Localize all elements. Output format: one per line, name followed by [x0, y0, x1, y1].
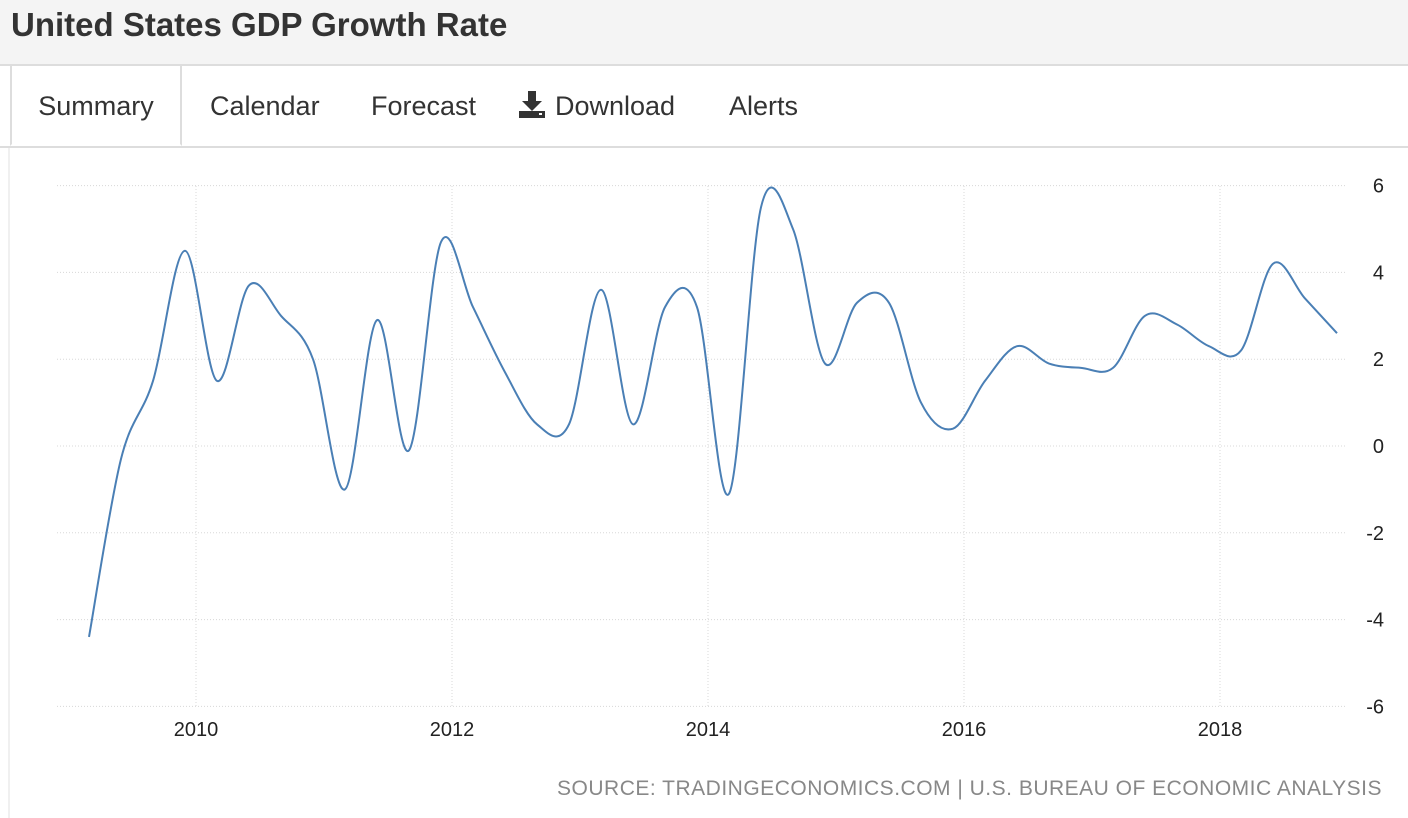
page-title: United States GDP Growth Rate: [11, 6, 508, 43]
y-tick-label: 0: [1373, 436, 1384, 458]
y-tick-label: -4: [1366, 610, 1384, 632]
x-tick-label: 2016: [942, 719, 987, 741]
y-tick-label: 2: [1373, 349, 1384, 371]
tab-bar: Summary Calendar Forecast Download Alert…: [0, 66, 1408, 148]
tab-label: Forecast: [371, 91, 477, 121]
tab-label: Download: [555, 91, 676, 121]
download-icon: [519, 90, 545, 118]
y-axis: 6 4 2 0 -2 -4 -6: [1366, 176, 1384, 719]
series-line-gdp-growth: [88, 186, 1338, 638]
x-tick-label: 2018: [1198, 719, 1243, 741]
tab-label: Alerts: [729, 91, 799, 121]
x-tick-label: 2014: [686, 719, 731, 741]
tab-calendar[interactable]: Calendar: [210, 66, 320, 146]
panel-border: [8, 148, 10, 818]
y-tick-label: -2: [1366, 523, 1384, 545]
y-tick-label: 6: [1373, 176, 1384, 198]
y-tick-label: 4: [1373, 262, 1384, 284]
grid: [57, 185, 1345, 707]
tab-label: Summary: [38, 91, 154, 121]
tab-alerts[interactable]: Alerts: [729, 66, 798, 146]
x-tick-label: 2010: [174, 719, 219, 741]
x-tick-label: 2012: [430, 719, 475, 741]
tab-label: Calendar: [210, 91, 320, 121]
tab-summary[interactable]: Summary: [10, 66, 182, 146]
page-header: United States GDP Growth Rate: [0, 0, 1408, 66]
tab-forecast[interactable]: Forecast: [371, 66, 476, 146]
tab-download[interactable]: Download: [519, 66, 675, 146]
x-axis: 2010 2012 2014 2016 2018: [174, 719, 1243, 741]
y-tick-label: -6: [1366, 696, 1384, 718]
source-note: SOURCE: TRADINGECONOMICS.COM | U.S. BURE…: [557, 777, 1382, 800]
